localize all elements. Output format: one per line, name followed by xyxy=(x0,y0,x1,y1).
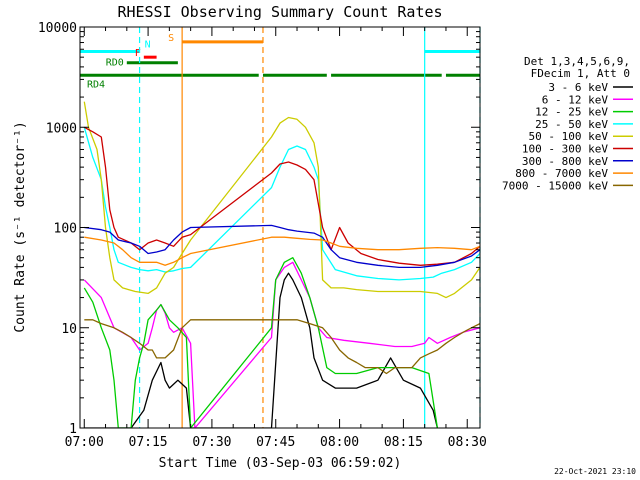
x-axis-label: Start Time (03-Sep-03 06:59:02) xyxy=(159,456,402,471)
legend-label: 100 - 300 keV xyxy=(522,143,608,156)
legend-label: 50 - 100 keV xyxy=(529,130,609,143)
series-line-7 xyxy=(84,236,480,266)
y-tick-label: 10 xyxy=(61,322,77,337)
legend-header: FDecim 1, Att 0 xyxy=(531,67,630,80)
y-tick-label: 1 xyxy=(69,422,77,437)
flag-RD0-label: RD0 xyxy=(106,58,124,69)
legend-label: 7000 - 15000 keV xyxy=(502,179,608,192)
x-tick-label: 07:00 xyxy=(65,435,104,450)
series-line-3 xyxy=(83,127,480,281)
legend-label: 12 - 25 keV xyxy=(535,106,608,119)
x-tick-label: 07:30 xyxy=(192,435,231,450)
y-tick-label: 10000 xyxy=(38,21,77,36)
series-line-2 xyxy=(83,257,439,428)
flag-N-label: N xyxy=(145,39,151,50)
x-tick-label: 07:15 xyxy=(129,435,168,450)
x-tick-label: 07:45 xyxy=(256,435,295,450)
legend-label: 3 - 6 keV xyxy=(548,81,608,94)
legend-header: Det 1,3,4,5,6,9, xyxy=(524,55,630,68)
legend-label: 6 - 12 keV xyxy=(542,93,609,106)
flag-F-label: F xyxy=(135,48,141,59)
flag-S-label: S xyxy=(168,33,174,44)
legend-label: 300 - 800 keV xyxy=(522,155,608,168)
series-line-4 xyxy=(83,101,480,299)
legend-label: 800 - 7000 keV xyxy=(515,167,608,180)
y-axis-label: Count Rate (s⁻¹ detector⁻¹) xyxy=(13,121,28,332)
series-line-0 xyxy=(84,272,439,428)
series-line-8 xyxy=(84,319,480,375)
chart-title: RHESSI Observing Summary Count Rates xyxy=(117,3,442,21)
legend-label: 25 - 50 keV xyxy=(535,118,608,131)
x-tick-label: 08:30 xyxy=(448,435,487,450)
flag-RD4-label: RD4 xyxy=(87,79,105,90)
y-tick-label: 100 xyxy=(54,222,77,237)
timestamp: 22-Oct-2021 23:10 xyxy=(554,467,636,476)
series-line-5 xyxy=(83,126,480,266)
series-line-6 xyxy=(84,224,480,269)
x-tick-label: 08:15 xyxy=(384,435,423,450)
y-tick-label: 1000 xyxy=(46,121,77,136)
x-tick-label: 08:00 xyxy=(320,435,359,450)
